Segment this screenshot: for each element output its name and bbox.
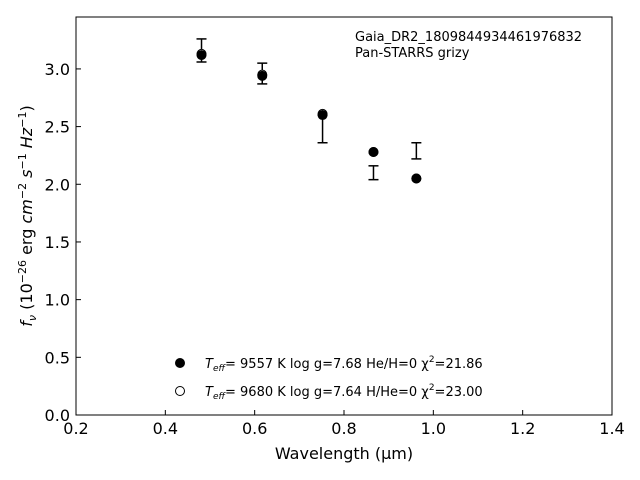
- legend-label-1: Teff= 9557 K log g=7.68 He/H=0 χ2=21.86: [205, 355, 483, 374]
- model-point-filled: [368, 146, 379, 157]
- y-tick-label: 2.5: [45, 118, 70, 137]
- legend: Teff= 9557 K log g=7.68 He/H=0 χ2=21.86 …: [175, 355, 483, 402]
- x-tick-label: 0.4: [153, 419, 178, 438]
- x-axis-title: Wavelength (μm): [275, 444, 413, 463]
- model-point-filled: [317, 110, 328, 121]
- y-tick-label: 1.5: [45, 233, 70, 252]
- x-tick-label: 1.0: [421, 419, 446, 438]
- model-point-filled: [196, 50, 207, 61]
- y-tick-label: 2.0: [45, 175, 70, 194]
- model-point-filled: [257, 70, 268, 81]
- legend-marker-filled: [175, 358, 185, 368]
- plot-frame: [75, 16, 613, 416]
- object-id-annotation: Gaia_DR2_1809844934461976832: [355, 30, 582, 45]
- x-tick-label: 0.6: [242, 419, 267, 438]
- x-tick-label: 0.2: [63, 419, 88, 438]
- svg-text:fν (10−26 erg cm−2 s−1 Hz−1): fν (10−26 erg cm−2 s−1 Hz−1): [16, 105, 39, 326]
- y-tick-label: 0.5: [45, 348, 70, 367]
- y-tick-label: 1.0: [45, 291, 70, 310]
- x-tick-label: 1.2: [510, 419, 535, 438]
- y-axis-ticks: 0.0 0.5 1.0 1.5 2.0 2.5 3.0: [45, 60, 81, 425]
- y-axis-title: fν (10−26 erg cm−2 s−1 Hz−1): [16, 105, 39, 326]
- x-axis-ticks: 0.2 0.4 0.6 0.8 1.0 1.2 1.4: [63, 410, 625, 438]
- model-point-filled: [411, 173, 422, 184]
- legend-label-2: Teff= 9680 K log g=7.64 H/He=0 χ2=23.00: [205, 383, 483, 402]
- observed-errorbar: [368, 165, 379, 181]
- legend-marker-open: [175, 386, 185, 396]
- observed-errorbar: [411, 141, 422, 160]
- survey-annotation: Pan-STARRS grizy: [355, 46, 470, 61]
- x-tick-label: 0.8: [331, 419, 356, 438]
- y-tick-label: 0.0: [45, 406, 70, 425]
- model-points: [196, 48, 422, 184]
- x-tick-label: 1.4: [599, 419, 624, 438]
- y-tick-label: 3.0: [45, 60, 70, 79]
